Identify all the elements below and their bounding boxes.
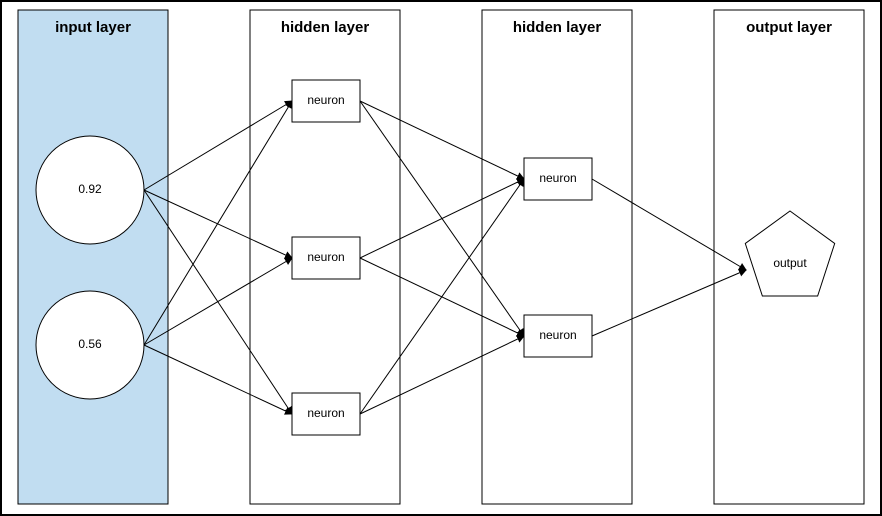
layer-input <box>18 10 168 504</box>
neural-network-diagram: input layer hidden layer hidden layer outpu… <box>0 0 882 516</box>
node-label-h1b: neuron <box>307 250 344 264</box>
node-label-out1: output <box>773 256 807 270</box>
node-label-h2b: neuron <box>539 328 576 342</box>
layer-title-input: input layer <box>55 19 131 36</box>
layer-hidden2 <box>482 10 632 504</box>
node-h1b: neuron <box>292 237 360 279</box>
layer-title-output: output layer <box>746 19 832 36</box>
node-in1: 0.92 <box>36 136 144 244</box>
node-h1a: neuron <box>292 80 360 122</box>
node-label-in2: 0.56 <box>78 337 102 351</box>
layer-title-hidden2: hidden layer <box>513 19 602 36</box>
node-h1c: neuron <box>292 393 360 435</box>
node-label-h2a: neuron <box>539 171 576 185</box>
node-label-in1: 0.92 <box>78 182 102 196</box>
node-h2a: neuron <box>524 158 592 200</box>
node-label-h1a: neuron <box>307 93 344 107</box>
node-h2b: neuron <box>524 315 592 357</box>
node-label-h1c: neuron <box>307 406 344 420</box>
layer-title-hidden1: hidden layer <box>281 19 370 36</box>
node-in2: 0.56 <box>36 291 144 399</box>
